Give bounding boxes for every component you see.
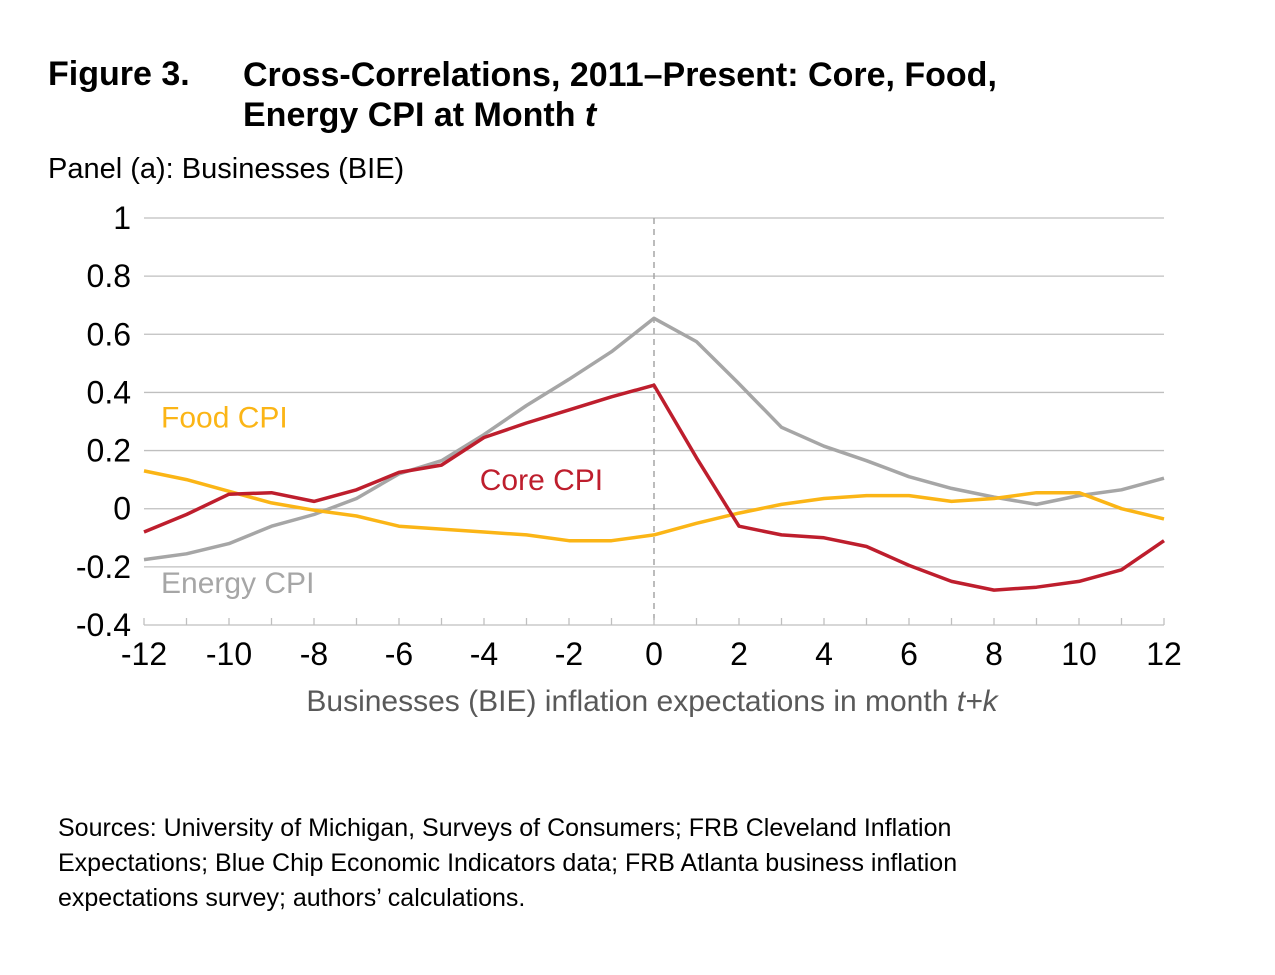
figure-title-line1: Cross-Correlations, 2011–Present: Core, … (243, 56, 997, 94)
x-tick-label: -2 (555, 636, 583, 672)
x-tick-label: 4 (815, 636, 833, 672)
series-label-core-cpi: Core CPI (480, 464, 603, 497)
x-tick-label: 2 (730, 636, 748, 672)
x-tick-label: -12 (121, 636, 167, 672)
gridlines (144, 217, 1164, 568)
y-tick-label: 0.4 (87, 374, 131, 410)
series-label-energy-cpi: Energy CPI (161, 567, 314, 600)
sources-note: Sources: University of Michigan, Surveys… (58, 811, 1178, 916)
series-lines (143, 316, 1165, 592)
series-line-core-cpi (143, 383, 1165, 592)
series-line-food-cpi (143, 469, 1165, 543)
figure-title-line2: Energy CPI at Month t (243, 95, 1143, 135)
sources-line-2: Expectations; Blue Chip Economic Indicat… (58, 849, 958, 877)
y-tick-label: 0.2 (87, 433, 131, 469)
x-tick-label: 0 (645, 636, 663, 672)
y-tick-label: 0.8 (87, 258, 131, 294)
x-tick-label: 12 (1146, 636, 1182, 672)
x-tick-label: -4 (470, 636, 498, 672)
figure-title-line2-text: Energy CPI at Month (243, 96, 585, 134)
x-tick-label: 8 (985, 636, 1003, 672)
panel-title: Panel (a): Businesses (BIE) (48, 153, 405, 185)
x-tick-label: -6 (385, 636, 413, 672)
x-axis-title: Businesses (BIE) inflation expectations … (306, 685, 999, 718)
y-tick-label: -0.4 (76, 607, 131, 643)
x-tick-label: 6 (900, 636, 918, 672)
figure-title-variable: t (584, 96, 597, 134)
x-axis: -12 -10 -8 -6 -4 -2 0 2 4 6 8 10 12 (121, 618, 1182, 672)
figure-label: Figure 3. (48, 55, 190, 93)
figure-title: Cross-Correlations, 2011–Present: Core, … (243, 55, 1143, 135)
y-tick-label: 1 (113, 200, 131, 236)
x-tick-label: -8 (300, 636, 328, 672)
sources-line-3: expectations survey; authors’ calculatio… (58, 884, 526, 912)
x-axis-title-group: Businesses (BIE) inflation expectations … (306, 685, 999, 718)
y-tick-label: -0.2 (76, 549, 131, 585)
x-tick-label: 10 (1061, 636, 1097, 672)
x-tick-label: -10 (206, 636, 252, 672)
y-tick-label: 0 (113, 491, 131, 527)
y-tick-label: 0.6 (87, 316, 131, 352)
sources-line-1: Sources: University of Michigan, Surveys… (58, 814, 952, 842)
series-label-food-cpi: Food CPI (161, 401, 288, 434)
y-axis: -0.4 -0.2 0 0.2 0.4 0.6 0.8 1 (76, 200, 131, 643)
series-labels: Food CPI Core CPI Energy CPI (161, 401, 603, 600)
